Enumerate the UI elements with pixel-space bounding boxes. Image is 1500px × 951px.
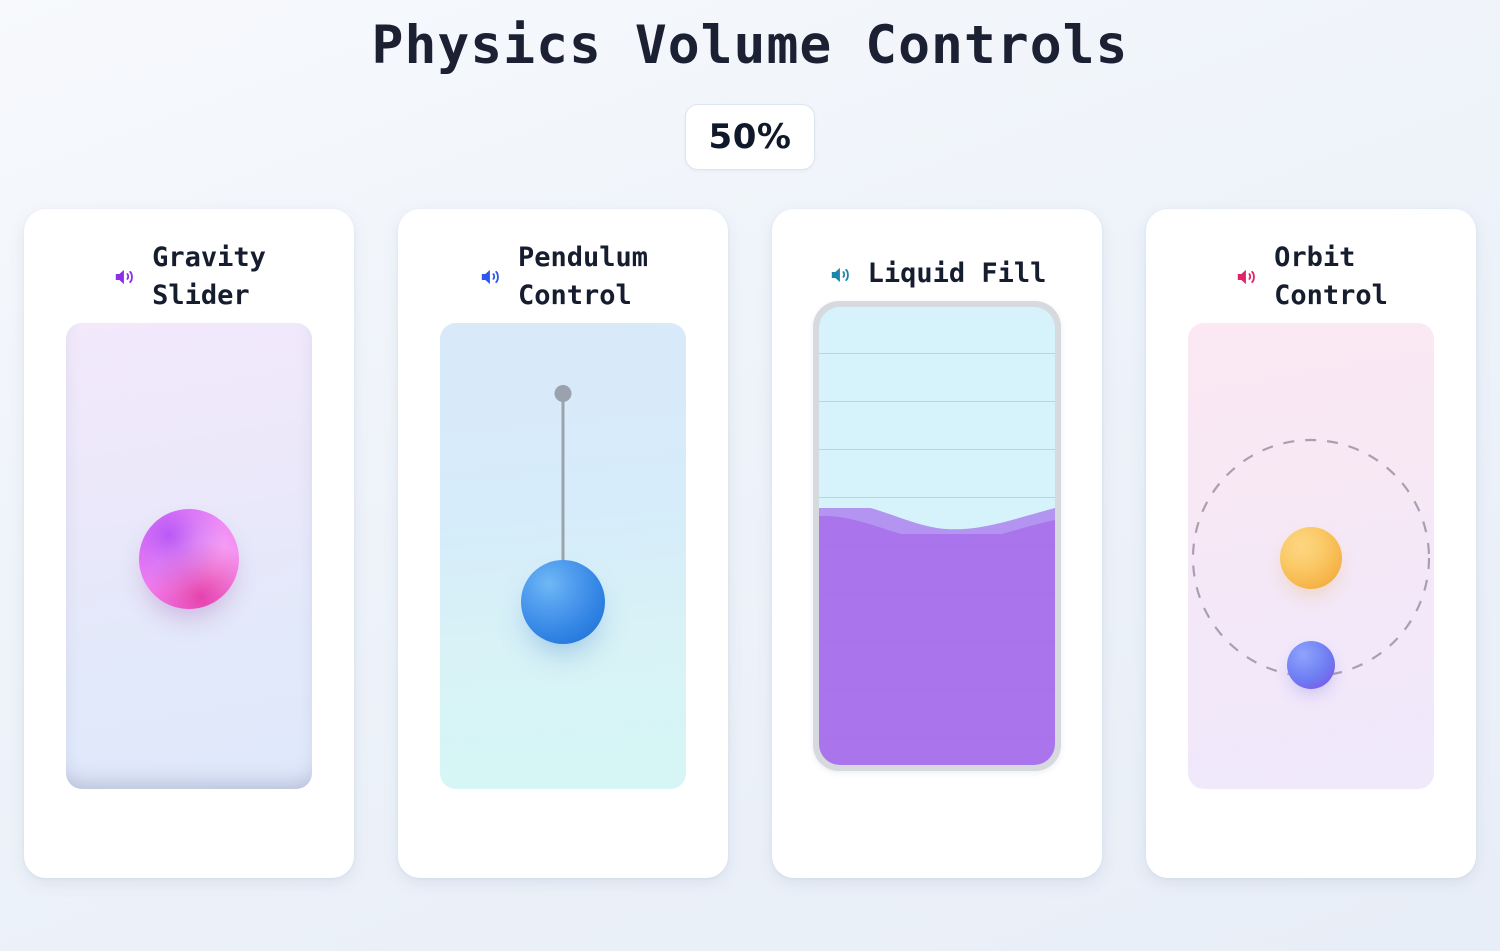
speaker-wave-icon[interactable] [828,262,854,288]
volume-percentage-badge[interactable]: 50% [685,103,815,170]
card-title-liquid-fill: Liquid Fill [867,258,1047,290]
control-cards-row: Gravity Slider Pendulum Cont [24,208,1476,878]
gravity-slider-ball[interactable] [139,509,239,610]
card-title-gravity-slider: Gravity Slider [152,239,266,316]
pendulum-bob[interactable] [521,560,605,645]
speaker-wave-icon[interactable] [1234,264,1260,290]
liquid-container-body[interactable] [819,306,1055,765]
orbit-moon-sphere[interactable] [1287,641,1335,690]
pendulum-stage[interactable] [440,323,686,790]
card-header-pendulum-control: Pendulum Control [422,239,704,316]
liquid-container-frame[interactable] [813,300,1061,771]
card-header-orbit-control: Orbit Control [1170,239,1452,316]
gravity-slider-track[interactable] [66,323,312,790]
volume-badge-row: 50% [0,103,1500,170]
card-title-line-1: Gravity [152,241,266,273]
liquid-tick [819,496,1055,499]
card-orbit-control[interactable]: Orbit Control [1146,208,1476,878]
card-header-liquid-fill: Liquid Fill [796,239,1078,311]
orbit-center-sphere[interactable] [1280,527,1342,590]
card-title-orbit-control: Orbit Control [1274,239,1388,316]
pendulum-visual [440,323,686,790]
card-title-line-1: Orbit [1274,241,1356,273]
card-title-line-1: Pendulum [517,241,649,273]
card-gravity-slider[interactable]: Gravity Slider [24,208,354,878]
card-pendulum-control[interactable]: Pendulum Control [398,208,728,878]
liquid-tick [819,352,1055,355]
orbit-stage[interactable] [1188,323,1434,790]
card-title-line-2: Control [1274,279,1388,311]
liquid-fill-body [819,533,1055,765]
card-header-gravity-slider: Gravity Slider [48,239,330,316]
page-title: Physics Volume Controls [371,15,1129,76]
gravity-visual [66,323,312,790]
liquid-tick [819,400,1055,403]
card-title-pendulum-control: Pendulum Control [518,239,648,316]
speaker-wave-icon[interactable] [478,264,504,290]
speaker-wave-icon[interactable] [112,264,138,290]
pendulum-string [561,393,565,564]
liquid-fill-level [819,507,1055,765]
card-title-line-2: Slider [152,279,250,311]
orbit-visual [1188,323,1434,790]
liquid-tick [819,448,1055,451]
liquid-visual [813,300,1061,771]
card-liquid-fill[interactable]: Liquid Fill [772,208,1102,878]
card-title-line-2: Control [517,279,632,311]
